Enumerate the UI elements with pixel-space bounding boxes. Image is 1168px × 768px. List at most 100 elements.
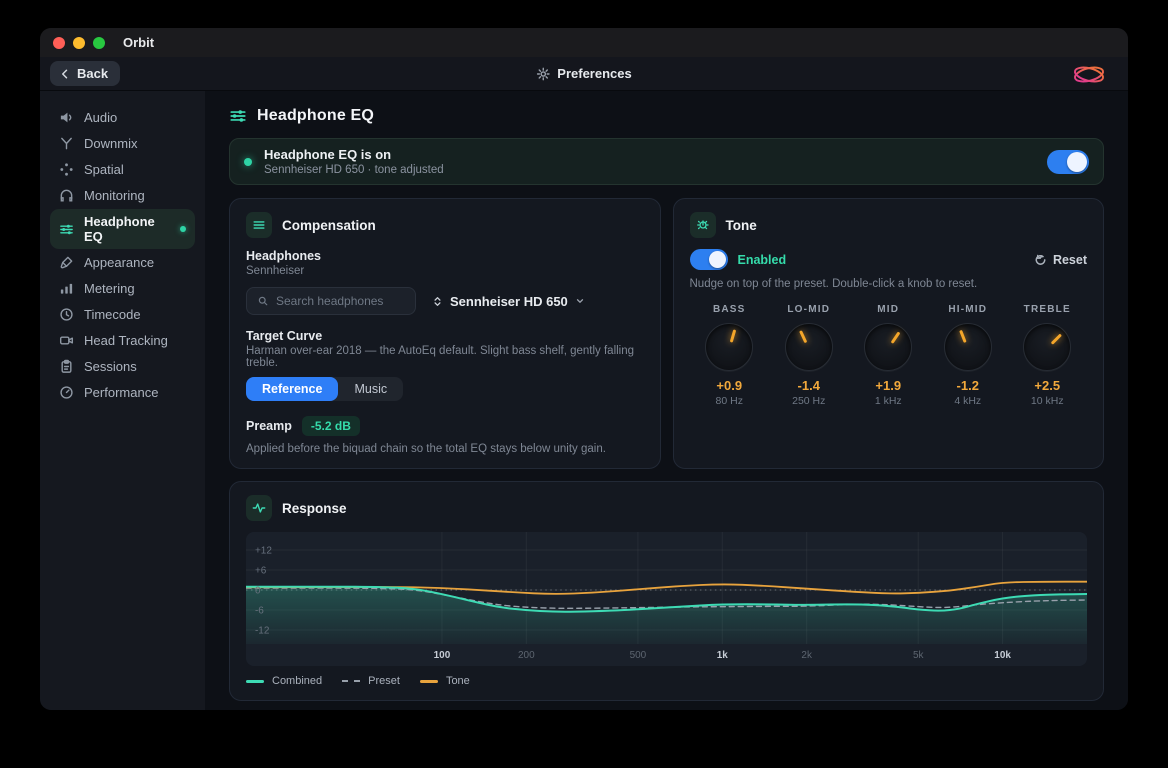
headphones-label: Headphones xyxy=(246,249,322,263)
tone-enabled-toggle[interactable] xyxy=(689,249,728,270)
preamp-label: Preamp xyxy=(246,419,292,433)
legend-swatch xyxy=(246,679,264,683)
sidebar-item-performance[interactable]: Performance xyxy=(50,380,195,405)
svg-text:100: 100 xyxy=(434,650,451,661)
window-title: Orbit xyxy=(123,35,155,50)
selected-headphone: Sennheiser HD 650 xyxy=(450,293,568,309)
back-label: Back xyxy=(77,66,109,81)
chevron-left-icon xyxy=(62,69,68,78)
headphones-icon xyxy=(60,189,73,202)
chevron-down-icon xyxy=(576,299,583,303)
knob-frequency: 80 Hz xyxy=(715,395,743,407)
sidebar-item-head-tracking[interactable]: Head Tracking xyxy=(50,328,195,353)
legend-item-combined: Combined xyxy=(246,675,322,687)
sidebar-item-label: Monitoring xyxy=(84,188,145,203)
active-dot xyxy=(180,226,186,232)
svg-text:1k: 1k xyxy=(717,650,729,661)
target-curve-desc: Harman over-ear 2018 — the AutoEq defaul… xyxy=(246,345,635,369)
banner-title: Headphone EQ is on xyxy=(264,147,392,162)
banner-subtitle: Sennheiser HD 650 · tone adjusted xyxy=(264,164,444,176)
knob-indicator xyxy=(1050,333,1062,345)
knob-lo-mid: LO-MID -1.4 250 Hz xyxy=(769,304,849,407)
headphone-search[interactable] xyxy=(246,287,416,315)
tone-icon xyxy=(689,212,716,238)
sidebar-item-label: Timecode xyxy=(84,307,141,322)
segment-music[interactable]: Music xyxy=(354,382,388,396)
close-window-button[interactable] xyxy=(53,36,65,49)
search-icon xyxy=(258,296,268,306)
sidebar-item-audio[interactable]: Audio xyxy=(50,105,195,130)
sidebar-item-monitoring[interactable]: Monitoring xyxy=(50,183,195,208)
clipboard-icon xyxy=(61,359,72,373)
page-header: Headphone EQ xyxy=(229,107,1104,125)
main-content: Headphone EQ Headphone EQ is on Sennheis… xyxy=(205,91,1128,710)
lo-mid-knob[interactable] xyxy=(784,323,833,371)
response-chart: +12 +6 0 -6 -12 100 200 500 1k 2k 5k 10k xyxy=(246,532,1087,666)
segment-reference[interactable]: Reference xyxy=(246,377,339,401)
legend-label: Preset xyxy=(368,675,400,687)
svg-text:+6: +6 xyxy=(255,565,267,576)
response-card: Response +12 +6 0 -6 -12 100 200 500 1k 2k 5k 10k C… xyxy=(229,481,1104,701)
knob-frequency: 10 kHz xyxy=(1030,395,1064,407)
nav-title-label: Preferences xyxy=(557,66,632,81)
tone-knobs: BASS +0.9 80 Hz LO-MID -1.4 250 Hz xyxy=(690,304,1088,407)
svg-text:-12: -12 xyxy=(255,625,270,636)
bass-knob[interactable] xyxy=(705,323,754,371)
reset-label: Reset xyxy=(1052,252,1087,267)
sidebar-item-downmix[interactable]: Downmix xyxy=(50,131,195,156)
up-down-chevrons-icon xyxy=(434,296,441,306)
knob-value: +0.9 xyxy=(716,378,743,393)
sidebar-item-appearance[interactable]: Appearance xyxy=(50,250,195,275)
legend-swatch xyxy=(342,680,361,682)
minimize-window-button[interactable] xyxy=(73,36,85,49)
spatial-dots-icon xyxy=(60,163,73,176)
treble-knob[interactable] xyxy=(1023,323,1072,371)
headphone-select[interactable]: Sennheiser HD 650 xyxy=(432,294,585,309)
paintbrush-icon xyxy=(60,256,73,269)
sidebar: Audio Downmix Spatial Monitoring Headpho… xyxy=(40,91,205,710)
svg-text:-6: -6 xyxy=(255,605,264,616)
chart-legend: Combined Preset Tone xyxy=(246,675,1087,687)
app-window: Orbit Back Preferences Audio Down xyxy=(40,28,1128,710)
hi-mid-knob[interactable] xyxy=(943,323,992,371)
toggle-thumb xyxy=(708,251,726,268)
sidebar-item-spatial[interactable]: Spatial xyxy=(50,157,195,182)
target-curve-label: Target Curve xyxy=(246,329,323,343)
knob-hi-mid: HI-MID -1.2 4 kHz xyxy=(928,304,1008,407)
sidebar-item-label: Audio xyxy=(84,110,118,125)
sidebar-item-sessions[interactable]: Sessions xyxy=(50,354,195,379)
sidebar-item-label: Spatial xyxy=(84,162,124,177)
sidebar-item-headphone-eq[interactable]: Headphone EQ xyxy=(50,209,195,249)
bar-chart-icon xyxy=(60,283,73,294)
sidebar-item-label: Metering xyxy=(84,281,135,296)
reset-button[interactable]: Reset xyxy=(1034,253,1087,267)
sidebar-item-metering[interactable]: Metering xyxy=(50,276,195,301)
knob-indicator xyxy=(729,329,736,343)
eq-status-banner: Headphone EQ is on Sennheiser HD 650 · t… xyxy=(229,138,1104,185)
zoom-window-button[interactable] xyxy=(93,36,105,49)
knob-bass: BASS +0.9 80 Hz xyxy=(690,304,770,407)
svg-text:10k: 10k xyxy=(994,650,1011,661)
knob-frequency: 250 Hz xyxy=(792,395,826,407)
sidebar-item-label: Headphone EQ xyxy=(84,214,155,244)
knob-frequency: 1 kHz xyxy=(874,395,902,407)
sidebar-item-label: Sessions xyxy=(84,359,137,374)
preamp-value-badge: -5.2 dB xyxy=(301,416,360,436)
knob-indicator xyxy=(799,330,808,344)
svg-text:200: 200 xyxy=(518,650,535,661)
compensation-card: Compensation Headphones Sennheiser Sennh… xyxy=(229,198,661,469)
preamp-desc: Applied before the biquad chain so the t… xyxy=(246,443,606,455)
svg-text:+12: +12 xyxy=(255,545,272,556)
sidebar-item-timecode[interactable]: Timecode xyxy=(50,302,195,327)
search-input[interactable] xyxy=(276,294,405,308)
nav-title: Preferences xyxy=(536,66,632,81)
card-title: Tone xyxy=(725,217,757,233)
svg-text:2k: 2k xyxy=(801,650,812,661)
card-title: Response xyxy=(282,500,347,516)
toggle-thumb xyxy=(1067,151,1087,172)
headphone-eq-toggle[interactable] xyxy=(1047,149,1089,174)
eq-sliders-icon xyxy=(60,224,73,234)
mid-knob[interactable] xyxy=(864,323,913,371)
back-button[interactable]: Back xyxy=(50,61,121,86)
knob-indicator xyxy=(959,329,967,343)
